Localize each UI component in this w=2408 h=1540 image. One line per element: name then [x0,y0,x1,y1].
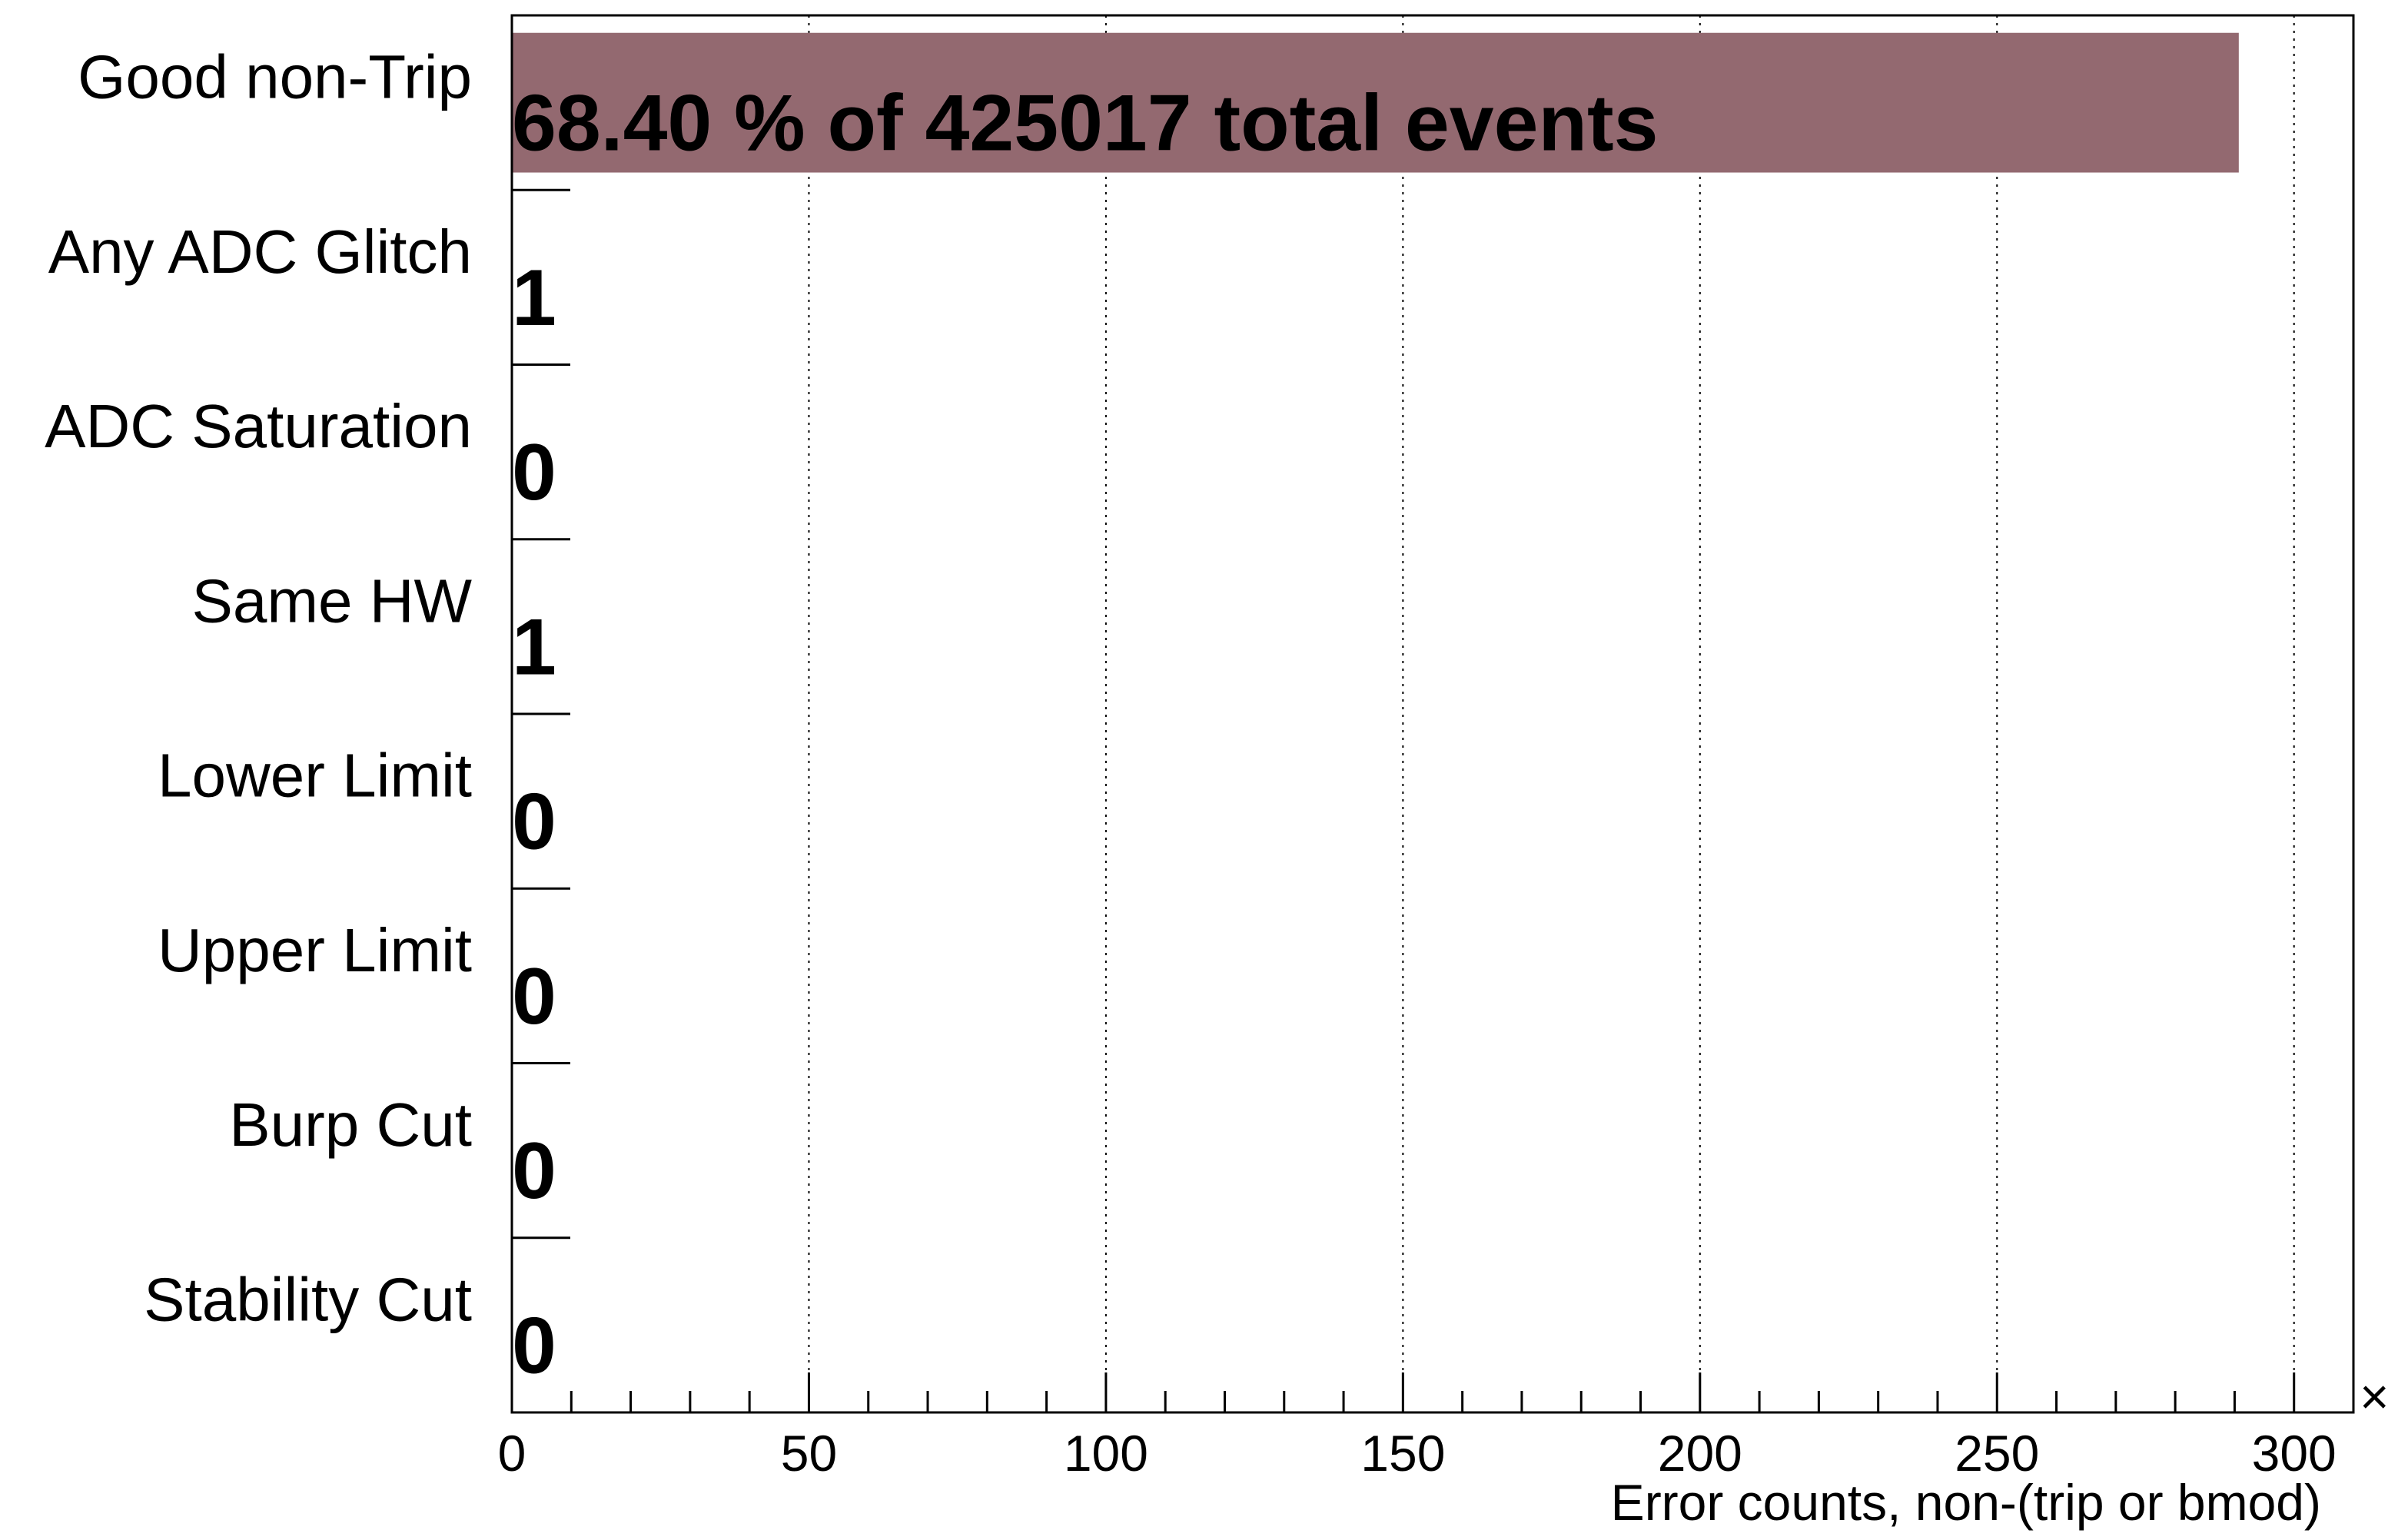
bar-value-label-4: 0 [512,778,556,867]
bar-0 [512,32,2239,173]
bar-value-label-3: 1 [512,602,556,692]
category-label-0: Good non-Trip [78,43,472,111]
bars [512,32,2239,697]
axis-ticks [510,188,2296,1412]
bar-value-label-2: 0 [512,428,556,517]
category-label-6: Burp Cut [229,1090,472,1159]
bar-value-label-1: 1 [512,254,556,343]
category-label-2: ADC Saturation [45,392,472,460]
x-tick-label-200: 200 [1658,1425,1742,1482]
bar-value-label-0: 68.40 % of 425017 total events [512,79,1658,168]
bar-value-label-6: 0 [512,1127,556,1216]
category-label-4: Lower Limit [158,742,472,810]
category-label-7: Stability Cut [144,1265,472,1333]
bar-value-label-7: 0 [512,1301,556,1390]
category-label-1: Any ADC Glitch [48,217,472,286]
grid-lines [808,15,2295,1412]
x-axis-title: Error counts, non-(trip or bmod) [1611,1474,2321,1531]
x-tick-label-100: 100 [1064,1425,1148,1482]
x-tick-label-300: 300 [2252,1425,2337,1482]
bar-value-label-5: 0 [512,952,556,1041]
x-tick-label-50: 50 [781,1425,837,1482]
category-label-5: Upper Limit [158,916,472,984]
x-tick-label-0: 0 [498,1425,526,1482]
x-tick-label-250: 250 [1955,1425,2039,1482]
x-tick-label-150: 150 [1360,1425,1445,1482]
x-exponent-label: × [2360,1368,2390,1425]
category-label-3: Same HW [192,566,473,635]
